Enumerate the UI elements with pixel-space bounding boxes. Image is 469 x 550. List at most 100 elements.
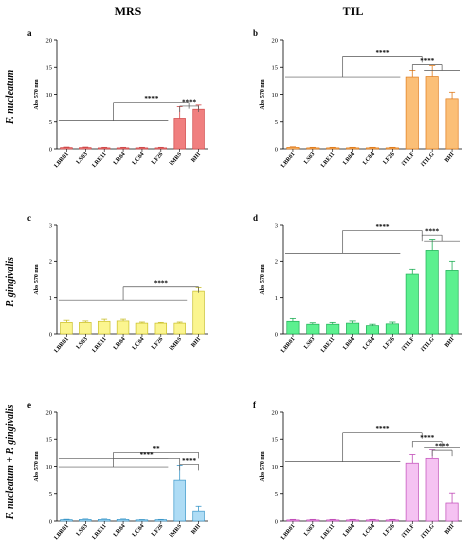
row-label-2: P. gingivalis [5,257,16,307]
bar-b-LF26 [385,147,399,150]
category-label-c-LC04: LC04 [132,336,146,351]
category-label-c-iMRS: iMRS [169,336,184,352]
bar-b-LS03 [306,147,320,150]
row-label-3: F. nucleatum + P. gingivalis [5,404,16,520]
bar-e-LF26 [154,519,168,522]
category-label-e-BHI: BHI [190,523,202,536]
y-axis-label-b: Abs 570 nm [260,79,266,109]
category-label-b-LS03: LS03 [303,151,316,165]
category-label-f-LF26: LF26 [383,523,396,537]
category-label-a-LRE11: LRE11 [92,151,108,169]
y-tick-label-b: 5 [275,119,278,126]
bar-d-LC04 [365,325,380,335]
bar-e-LBR01 [60,519,73,522]
y-tick-label-a: 5 [49,119,52,126]
panel-a: a Abs 570 nm 0 5 10 15 20 LBR01 LS03 LRE11 LR04 LC0… [27,28,208,169]
sig-label-f-1: **** [420,434,435,442]
y-tick-label-b: 15 [272,65,279,72]
y-tick-label-a: 10 [46,92,53,99]
category-label-b-BHI: BHI [444,151,456,164]
category-label-e-LBR01: LBR01 [54,523,70,541]
category-label-a-LBR01: LBR01 [54,151,70,169]
bar-b-LC04 [365,147,380,150]
bar-a-iMRS [173,118,186,150]
bar-c-LRE11 [97,320,111,335]
y-tick-label-a: 20 [46,37,53,44]
category-label-a-iMRS: iMRS [169,151,184,167]
category-label-b-iTILG: iTILG [420,151,436,168]
category-label-b-LBR01: LBR01 [280,151,296,169]
y-tick-label-f: 0 [275,518,278,525]
category-label-f-LC04: LC04 [362,523,376,538]
bar-f-BHI [445,502,459,522]
sig-label-b-1: **** [420,57,435,65]
bar-c-LS03 [79,322,92,335]
category-label-a-BHI: BHI [190,151,202,164]
y-axis-label-c: Abs 570 nm [34,264,40,294]
bar-d-LR04 [346,322,360,335]
bar-a-LS03 [79,147,92,150]
panel-d: d Abs 570 nm 0 1 2 3 LBR01 LS03 LRE11 LR04 LC04 LF2… [253,213,462,354]
category-label-d-LF26: LF26 [383,336,396,350]
y-tick-label-b: 20 [272,37,279,44]
y-tick-label-d: 1 [275,295,278,302]
category-label-d-LR04: LR04 [342,336,356,351]
y-tick-label-c: 0 [49,331,52,338]
category-label-c-BHI: BHI [190,336,202,349]
category-label-e-LRE11: LRE11 [92,523,108,541]
bar-f-iTILF [405,462,419,522]
y-tick-label-e: 10 [46,464,53,471]
y-tick-label-e: 5 [49,491,52,498]
category-label-d-iTILF: iTILF [401,336,416,352]
category-label-c-LR04: LR04 [113,336,127,351]
y-tick-label-b: 10 [272,92,279,99]
sig-label-b-0: **** [375,49,390,57]
bar-e-LRE11 [97,519,111,522]
sig-label-e-2: **** [182,457,197,465]
sig-label-e-0: ** [153,445,161,453]
sig-label-e-1: **** [140,451,155,459]
bar-f-LF26 [385,519,399,522]
sig-label-f-2: **** [435,443,450,451]
y-tick-label-c: 3 [49,222,52,229]
category-label-d-iTILG: iTILG [420,336,436,353]
bar-b-iTILF [405,76,419,150]
bar-d-LRE11 [326,323,340,335]
y-tick-label-e: 20 [46,409,53,416]
bar-d-LBR01 [286,320,300,335]
category-label-c-LS03: LS03 [76,336,89,350]
y-tick-label-f: 10 [272,464,279,471]
panel-letter-d: d [253,213,258,223]
category-label-a-LF26: LF26 [151,151,164,165]
bar-c-BHI [192,290,205,335]
y-tick-label-d: 3 [275,222,278,229]
bar-d-iTILG [425,250,439,335]
category-label-a-LC04: LC04 [132,151,146,166]
bar-a-LRE11 [97,147,111,150]
bar-a-LBR01 [60,147,73,150]
category-label-f-LRE11: LRE11 [320,523,336,541]
category-label-d-BHI: BHI [444,336,456,349]
bar-f-LRE11 [326,519,340,522]
y-tick-label-c: 1 [49,295,52,302]
category-label-f-BHI: BHI [444,523,456,536]
panel-letter-c: c [27,213,31,223]
panel-letter-e: e [27,400,31,410]
bar-c-LBR01 [60,322,73,335]
y-tick-label-f: 20 [272,409,279,416]
category-label-b-iTILF: iTILF [401,151,416,167]
panel-f: f Abs 570 nm 0 5 10 15 20 LBR01 LS03 LRE11 LR04 LC0… [253,400,462,541]
sig-label-a-0: **** [144,95,159,103]
y-tick-label-f: 15 [272,437,279,444]
bar-b-BHI [445,98,459,150]
bar-c-LF26 [154,322,168,335]
bar-b-LRE11 [326,147,340,150]
bar-b-LBR01 [286,147,300,150]
bar-a-BHI [192,108,205,150]
sig-label-d-1: **** [425,228,440,236]
y-tick-label-e: 15 [46,437,53,444]
panel-letter-f: f [253,400,257,410]
y-axis-label-e: Abs 570 nm [34,451,40,481]
bar-f-LC04 [365,519,380,522]
